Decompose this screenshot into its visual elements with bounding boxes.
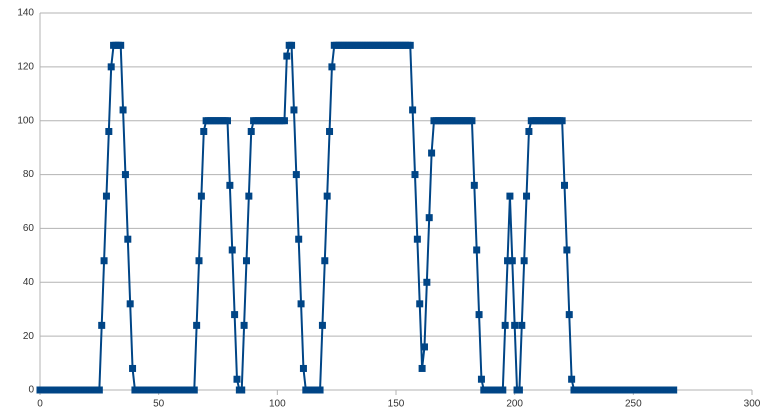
y-tick-label: 140 <box>17 8 34 19</box>
data-point <box>280 117 288 125</box>
data-point <box>121 171 129 179</box>
y-tick-label: 20 <box>23 331 35 342</box>
y-tick-label: 120 <box>17 61 34 72</box>
data-point <box>242 257 250 265</box>
data-point <box>525 127 533 135</box>
data-point <box>195 257 203 265</box>
data-point <box>124 235 132 243</box>
data-point <box>423 278 431 286</box>
x-tick-label: 250 <box>625 399 642 410</box>
y-tick-label: 0 <box>28 385 34 396</box>
data-point <box>292 171 300 179</box>
data-point <box>288 41 296 49</box>
data-point <box>297 300 305 308</box>
data-point <box>105 127 113 135</box>
data-point <box>518 321 526 329</box>
data-point <box>107 63 115 71</box>
data-point <box>418 364 426 372</box>
data-point <box>328 63 336 71</box>
data-point <box>501 321 509 329</box>
data-point <box>411 171 419 179</box>
data-point <box>223 117 231 125</box>
data-point <box>558 117 566 125</box>
data-point <box>226 181 234 189</box>
data-point <box>126 300 134 308</box>
data-point <box>193 321 201 329</box>
data-point <box>197 192 205 200</box>
data-point <box>406 41 414 49</box>
x-tick-label: 300 <box>744 399 761 410</box>
data-point <box>470 181 478 189</box>
data-point <box>200 127 208 135</box>
data-point <box>283 52 291 60</box>
data-point <box>228 246 236 254</box>
data-point <box>233 375 241 383</box>
data-point <box>321 257 329 265</box>
data-point <box>568 375 576 383</box>
data-point <box>561 181 569 189</box>
data-point <box>565 311 573 319</box>
data-point <box>523 192 531 200</box>
data-point <box>409 106 417 114</box>
data-point <box>477 375 485 383</box>
data-point <box>117 41 125 49</box>
data-point <box>299 364 307 372</box>
data-point <box>670 386 678 394</box>
data-point <box>508 257 516 265</box>
data-point <box>428 149 436 157</box>
data-point <box>468 117 476 125</box>
x-tick-label: 150 <box>388 399 405 410</box>
data-point <box>102 192 110 200</box>
data-point <box>231 311 239 319</box>
x-tick-label: 50 <box>153 399 165 410</box>
data-point <box>413 235 421 243</box>
data-point <box>425 214 433 222</box>
x-tick-label: 100 <box>269 399 286 410</box>
data-point <box>520 257 528 265</box>
data-line <box>40 44 674 391</box>
y-tick-label: 100 <box>17 115 34 126</box>
data-point <box>100 257 108 265</box>
data-point <box>316 386 324 394</box>
data-point <box>326 127 334 135</box>
data-point <box>98 321 106 329</box>
data-point <box>473 246 481 254</box>
data-point <box>190 386 198 394</box>
data-point <box>247 127 255 135</box>
data-point <box>475 311 483 319</box>
x-tick-label: 0 <box>37 399 43 410</box>
data-point <box>240 321 248 329</box>
data-point <box>420 343 428 351</box>
data-point <box>238 386 246 394</box>
data-point <box>129 364 137 372</box>
y-tick-label: 40 <box>23 277 35 288</box>
data-point <box>290 106 298 114</box>
y-tick-label: 80 <box>23 169 35 180</box>
data-point <box>511 321 519 329</box>
data-point <box>499 386 507 394</box>
data-point <box>506 192 514 200</box>
data-point <box>504 257 512 265</box>
data-point <box>563 246 571 254</box>
data-point <box>416 300 424 308</box>
x-tick-label: 200 <box>506 399 523 410</box>
data-point <box>245 192 253 200</box>
data-point <box>323 192 331 200</box>
data-point <box>515 386 523 394</box>
data-point <box>95 386 103 394</box>
data-point <box>295 235 303 243</box>
y-tick-label: 60 <box>23 223 35 234</box>
data-point <box>318 321 326 329</box>
data-point <box>119 106 127 114</box>
